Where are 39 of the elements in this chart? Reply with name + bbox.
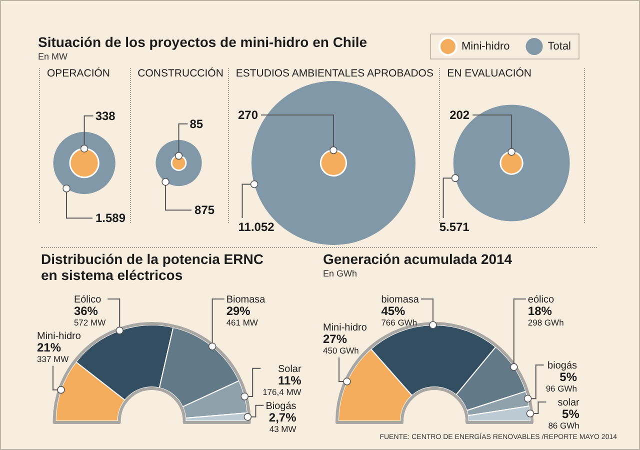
slice-label: Mini-hidro — [323, 322, 368, 334]
data-label: 5.571 — [439, 220, 470, 234]
data-label: 1.589 — [95, 211, 126, 226]
slice-label: Biogás — [266, 400, 296, 412]
slice-label: eólico — [528, 294, 554, 306]
data-label: 21% 337 MW — [37, 340, 69, 364]
slice-label: biomasa — [381, 294, 420, 306]
category-label: OPERACIÓN — [47, 66, 110, 80]
category-label: ESTUDIOS AMBIENTALES APROBADOS — [236, 68, 434, 80]
data-label: 202 — [450, 108, 470, 122]
data-label: 27% 450 GWh — [323, 332, 360, 356]
legend-label: Mini-hidro — [461, 40, 510, 52]
legend-label: Total — [548, 40, 572, 52]
chart-title: Generación acumulada 2014 — [323, 251, 512, 267]
slice-label: solar — [558, 397, 580, 408]
data-label: 338 — [95, 108, 116, 123]
text: En MW — [38, 52, 68, 62]
chart-title: Distribución de la potencia ERNC en sistema eléctricos — [41, 251, 268, 283]
data-label: 85 — [190, 116, 204, 131]
text: Situación de los proyectos de mini-hidro en Chile — [38, 34, 368, 50]
data-label: 5% 96 GWh — [546, 370, 578, 394]
slice-label: Mini-hidro — [37, 330, 82, 342]
data-label: 2,7% 43 MW — [268, 410, 297, 434]
data-label: 11% 176,4 MW — [262, 374, 302, 397]
slice-label: Eólico — [74, 294, 102, 306]
category-label: EN EVALUACIÓN — [447, 66, 532, 80]
data-label: 29% 461 MW — [226, 304, 258, 328]
data-label: 18% 298 GWh — [528, 304, 564, 328]
data-label: 11.052 — [238, 220, 275, 234]
slice-label: biogás — [548, 360, 578, 372]
slice-label: Biomasa — [226, 294, 266, 306]
slice-label: Solar — [278, 364, 302, 375]
data-label: 45% 766 GWh — [381, 304, 418, 328]
data-label: 875 — [194, 203, 215, 218]
data-label: 36% 572 MW — [74, 304, 106, 328]
data-label: 270 — [238, 108, 258, 122]
data-label: 5% 86 GWh — [548, 407, 580, 430]
category-label: CONSTRUCCIÓN — [138, 66, 224, 80]
chart-subtitle: En GWh — [323, 268, 358, 278]
